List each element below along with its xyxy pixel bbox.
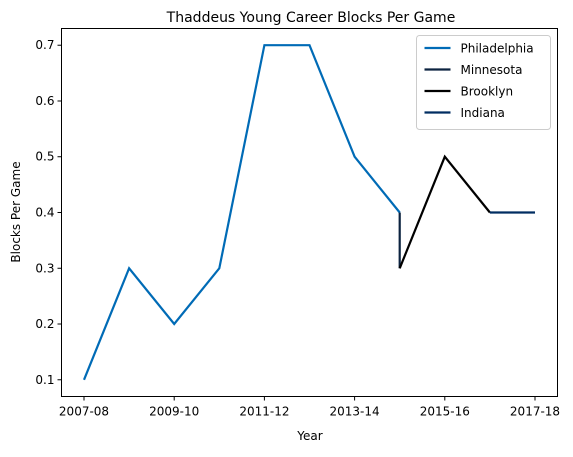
legend: Philadelphia Minnesota Brooklyn Indiana xyxy=(416,35,551,130)
series-line-brooklyn xyxy=(398,154,491,269)
y-tick-label: 0.6 xyxy=(35,94,54,108)
y-tick-label: 0.3 xyxy=(35,261,54,275)
y-tick-label: 0.1 xyxy=(35,373,54,387)
y-tick-label: 0.7 xyxy=(35,38,54,52)
legend-label-minnesota: Minnesota xyxy=(461,63,523,77)
x-tick-label: 2007-08 xyxy=(59,405,109,419)
y-tick-label: 0.2 xyxy=(35,317,54,331)
x-tick-label: 2011-12 xyxy=(239,405,289,419)
y-axis-label: Blocks Per Game xyxy=(9,161,23,262)
legend-label-philadelphia: Philadelphia xyxy=(461,42,534,56)
series-line-philadelphia xyxy=(82,44,401,381)
x-tick-label: 2009-10 xyxy=(149,405,199,419)
x-axis: 2007-08 2009-10 2011-12 2013-14 2015-16 2017-… xyxy=(59,396,560,419)
legend-label-brooklyn: Brooklyn xyxy=(461,85,514,99)
x-tick-label: 2015-16 xyxy=(420,405,470,419)
legend-label-indiana: Indiana xyxy=(461,106,505,120)
series-lines xyxy=(82,44,535,381)
y-axis: 0.1 0.2 0.3 0.4 0.5 0.6 0.7 xyxy=(35,38,62,387)
y-tick-label: 0.4 xyxy=(35,206,54,220)
legend-box xyxy=(416,35,551,130)
y-tick-label: 0.5 xyxy=(35,150,54,164)
x-tick-label: 2013-14 xyxy=(330,405,380,419)
x-axis-label: Year xyxy=(296,429,322,443)
chart-title: Thaddeus Young Career Blocks Per Game xyxy=(166,10,456,26)
x-tick-label: 2017-18 xyxy=(510,405,560,419)
